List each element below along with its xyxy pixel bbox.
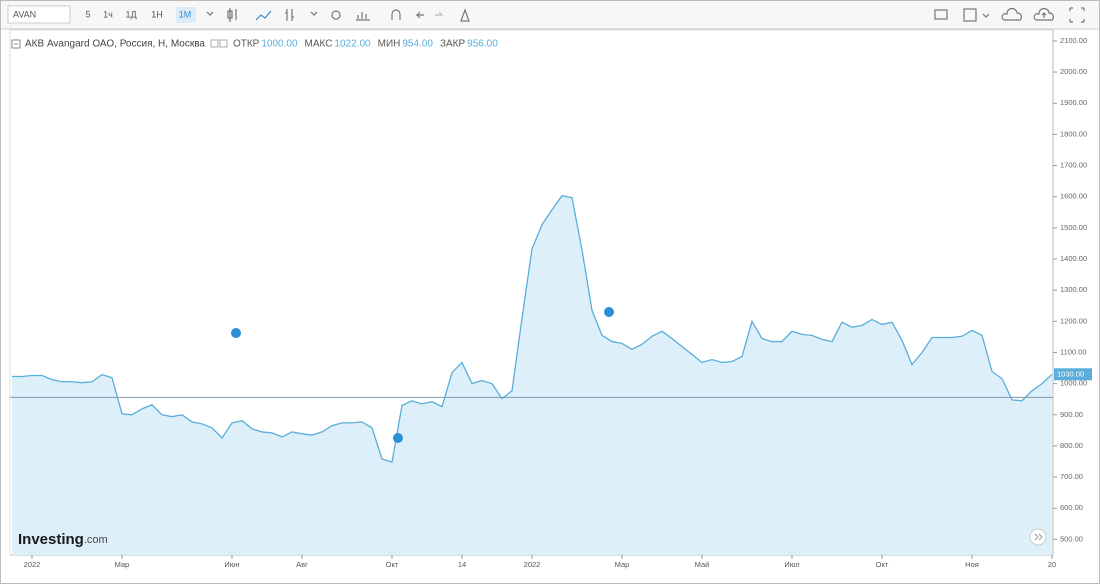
event-marker[interactable] [604, 307, 614, 317]
event-markers [231, 307, 614, 443]
interval-group: 5 1ч 1Д 1Н 1М [85, 7, 196, 23]
x-tick-label: Ноя [965, 560, 979, 569]
x-tick-label: 2022 [24, 560, 41, 569]
ohlc-name: МАКС [305, 39, 333, 50]
x-tick-label: 2022 [524, 560, 541, 569]
interval-button[interactable]: 1М [179, 9, 192, 19]
x-tick-label: 14 [458, 560, 466, 569]
brand-name: Investing [18, 531, 84, 548]
price-line [12, 195, 1053, 463]
interval-active-bg [176, 7, 196, 23]
indicator-icon[interactable] [285, 9, 294, 21]
fullscreen-icon[interactable] [1069, 7, 1085, 23]
x-tick-label: Июн [224, 560, 239, 569]
y-tick-label: 800.00 [1060, 441, 1083, 450]
ohlc-value: 956.00 [467, 39, 498, 50]
ohlc-name: ОТКР [233, 39, 260, 50]
area-fill [12, 195, 1052, 555]
undo-icon[interactable] [415, 11, 424, 19]
ohlc-name: МИН [378, 39, 401, 50]
symbol: AVAN [13, 9, 36, 19]
y-tick-label: 1900.00 [1060, 98, 1087, 107]
ohlc-value: 954.00 [402, 39, 433, 50]
cloud-load-icon[interactable] [1001, 7, 1022, 21]
y-tick-label: 1200.00 [1060, 316, 1087, 325]
redo-icon[interactable] [435, 11, 444, 16]
ohlc-name: ЗАКР [440, 39, 466, 50]
brand-logo: Investing.com [18, 531, 108, 548]
x-tick-label: Мар [115, 560, 130, 569]
x-tick-label: Май [695, 560, 710, 569]
plot [10, 195, 1053, 555]
y-tick-label: 1400.00 [1060, 254, 1087, 263]
scroll-icon [1034, 533, 1043, 541]
last-price-label: 1030.00 [1057, 369, 1084, 378]
y-tick-label: 1100.00 [1060, 347, 1087, 356]
collapse-icon[interactable] [11, 39, 21, 49]
layout-icon[interactable] [963, 8, 977, 22]
legend: АКВ Avangard ОАО, Россия, Н, Москва ОТКР… [25, 39, 498, 50]
last-price-badge [1054, 368, 1092, 381]
y-tick-label: 1600.00 [1060, 192, 1087, 201]
event-marker[interactable] [231, 328, 241, 338]
toolbar-icons [206, 7, 1085, 23]
x-tick-label: Окт [386, 560, 399, 569]
settings-icon[interactable] [331, 10, 341, 20]
ohlc-value: 1022.00 [334, 39, 371, 50]
x-tick-label: 20 [1048, 560, 1056, 569]
interval-button[interactable]: 1ч [103, 9, 113, 19]
x-tick-label: Июл [784, 560, 799, 569]
y-tick-label: 1300.00 [1060, 285, 1087, 294]
compare-icon[interactable] [356, 12, 370, 21]
y-tick-label: 600.00 [1060, 503, 1083, 512]
y-tick-label: 1500.00 [1060, 223, 1087, 232]
interval-button[interactable]: 1Н [151, 9, 163, 19]
y-tick-label: 500.00 [1060, 534, 1083, 543]
x-tick-label: Мар [615, 560, 630, 569]
interval-button[interactable]: 5 [85, 9, 90, 19]
template-icon[interactable] [391, 9, 401, 20]
dropdown-icon[interactable] [206, 11, 214, 16]
alert-icon[interactable] [460, 8, 470, 22]
dropdown-icon[interactable] [310, 11, 318, 16]
legend-icon[interactable] [210, 39, 219, 48]
y-tick-label: 2000.00 [1060, 67, 1087, 76]
brand-suffix: .com [84, 534, 108, 546]
candles-icon[interactable] [227, 8, 237, 22]
y-tick-label: 900.00 [1060, 410, 1083, 419]
dropdown-icon[interactable] [982, 13, 990, 18]
y-tick-label: 1800.00 [1060, 129, 1087, 138]
cloud-save-icon[interactable] [1033, 7, 1054, 21]
interval-button[interactable]: 1Д [125, 9, 136, 19]
y-tick-label: 1700.00 [1060, 161, 1087, 170]
y-tick-label: 2100.00 [1060, 36, 1087, 45]
x-tick-label: Окт [876, 560, 889, 569]
area-icon[interactable] [255, 10, 272, 21]
event-marker[interactable] [393, 433, 403, 443]
x-tick-label: Авг [296, 560, 308, 569]
legend-icon[interactable] [219, 39, 228, 48]
y-tick-label: 1000.00 [1060, 379, 1087, 388]
ohlc-value: 1000.00 [261, 39, 298, 50]
camera-icon[interactable] [934, 9, 948, 20]
instrument-title: АКВ Avangard ОАО, Россия, Н, Москва [25, 39, 205, 50]
toolbar [1, 1, 1099, 29]
y-tick-label: 700.00 [1060, 472, 1083, 481]
symbol-input[interactable] [7, 5, 71, 24]
